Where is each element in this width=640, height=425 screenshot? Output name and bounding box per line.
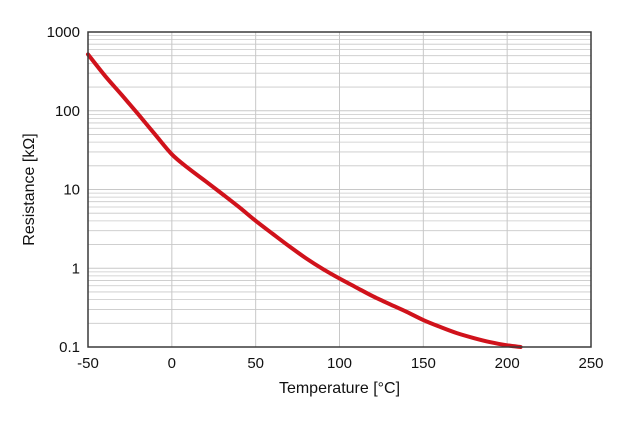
y-tick-label: 1000 [47, 24, 80, 41]
x-tick-label: 50 [247, 355, 264, 372]
x-tick-label: 150 [411, 355, 436, 372]
y-tick-labels: 0.1 1 10 100 1000 [47, 24, 80, 356]
x-tick-label: 0 [168, 355, 176, 372]
plot-frame [87, 31, 592, 348]
y-tick-label: 100 [55, 103, 80, 120]
series-layer [86, 52, 523, 349]
y-axis-title: Resistance [kΩ] [21, 133, 38, 245]
x-tick-labels: -50 0 50 100 150 200 250 [77, 355, 603, 372]
grid [88, 32, 591, 347]
x-tick-label: 200 [495, 355, 520, 372]
y-tick-label: 1 [72, 260, 80, 277]
series-line [86, 52, 523, 349]
y-tick-label: 0.1 [59, 339, 80, 356]
x-tick-label: -50 [77, 355, 99, 372]
x-tick-label: 250 [578, 355, 603, 372]
x-axis-title: Temperature [°C] [279, 380, 400, 397]
y-tick-label: 10 [63, 182, 80, 199]
x-tick-label: 100 [327, 355, 352, 372]
